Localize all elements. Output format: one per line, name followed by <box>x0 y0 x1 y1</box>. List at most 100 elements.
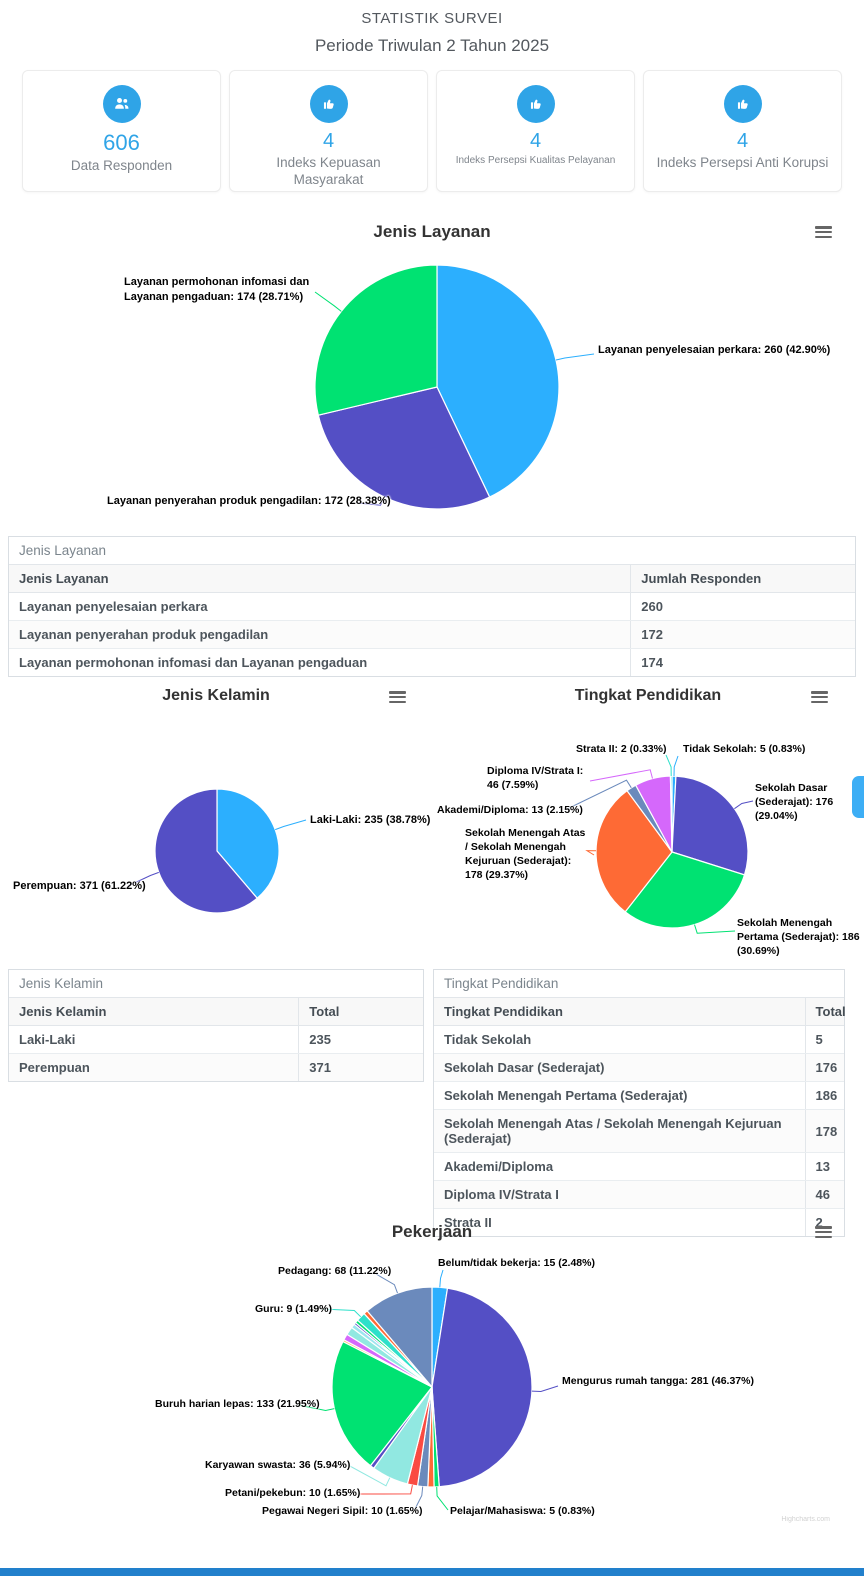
table-row: Perempuan 371 <box>9 1053 423 1081</box>
table-row: Layanan penyelesaian perkara 260 <box>9 592 855 621</box>
chart-context-menu-button[interactable] <box>389 691 406 704</box>
pie-label-connector <box>413 1486 424 1512</box>
pie-chart-jenis-layanan <box>314 264 595 510</box>
pie-slice[interactable] <box>366 1286 433 1389</box>
stat-card-indeks-persepsi-anti-korupsi: 4 Indeks Persepsi Anti Korupsi <box>643 70 842 192</box>
table-row: Layanan penyerahan produk pengadilan 172 <box>9 620 855 649</box>
stat-value: 4 <box>736 130 749 152</box>
table-row: Akademi/Diploma 13 <box>434 1152 844 1181</box>
stat-card-indeks-kepuasan-masyarakat: 4 Indeks Kepuasan Masyarakat <box>229 70 428 192</box>
pie-slice[interactable] <box>154 788 259 914</box>
pie-label-connector <box>589 769 653 782</box>
stat-cards: 606 Data Responden 4 Indeks Kepuasan Mas… <box>22 70 842 192</box>
pie-slice[interactable] <box>431 1287 533 1488</box>
table-jenis-layanan: Jenis Layanan Jenis Layanan Jumlah Respond… <box>8 536 856 677</box>
pie-label-connector <box>357 496 385 506</box>
pie-chart-jenis-kelamin <box>127 788 307 914</box>
chart-tingkat-pendidikan: Tingkat Pendidikan Tidak Sekolah: 5 (0.8… <box>432 679 864 969</box>
table-row: Tidak Sekolah 5 <box>434 1025 844 1054</box>
thumbs-up-icon <box>723 85 762 123</box>
pie-data-label: Karyawan swasta: 36 (5.94%) <box>205 1459 351 1471</box>
pie-label-connector <box>359 1485 413 1495</box>
column-header: Jenis Kelamin <box>9 998 299 1026</box>
pie-slice[interactable] <box>436 264 560 498</box>
pie-label-connector <box>564 779 632 811</box>
pie-slice[interactable] <box>317 386 491 510</box>
column-header: Total <box>298 998 423 1026</box>
table-title: Jenis Kelamin <box>9 970 423 998</box>
pie-label-connector <box>297 1404 335 1412</box>
table-row: Sekolah Menengah Atas / Sekolah Menengah… <box>434 1109 844 1153</box>
stat-value: 4 <box>322 130 335 152</box>
pie-label-connector <box>436 1486 449 1511</box>
row-value: 172 <box>630 620 855 649</box>
stat-label: Indeks Persepsi Anti Korupsi <box>656 155 829 170</box>
chart-context-menu-button[interactable] <box>815 226 832 239</box>
pie-slice[interactable] <box>669 775 673 853</box>
pie-slice[interactable] <box>595 789 673 913</box>
stat-card-data-responden: 606 Data Responden <box>22 70 221 192</box>
row-label: Sekolah Dasar (Sederajat) <box>434 1053 806 1082</box>
row-value: 5 <box>804 1025 844 1054</box>
pie-slice[interactable] <box>624 851 746 929</box>
chart-jenis-layanan: Jenis Layanan Layanan penyelesaian perka… <box>0 214 864 536</box>
stat-label: Indeks Kepuasan Masyarakat <box>276 155 381 187</box>
page-subtitle: Periode Triwulan 2 Tahun 2025 <box>314 36 550 55</box>
row-value: 371 <box>298 1053 423 1081</box>
chart-title: Pekerjaan <box>391 1222 473 1241</box>
row-label: Perempuan <box>19 1060 90 1075</box>
row-value: 13 <box>804 1152 844 1181</box>
pie-data-label: Layanan penyelesaian perkara: 260 (42.90… <box>598 344 831 356</box>
pie-data-label: Pegawai Negeri Sipil: 10 (1.65%) <box>262 1505 423 1517</box>
column-header: Total <box>804 998 846 1026</box>
row-value: 235 <box>298 1025 423 1054</box>
pie-label-connector <box>734 800 754 810</box>
pie-data-label: Sekolah Menengah Atas / Sekolah Menengah… <box>465 827 586 881</box>
column-header: Jenis Layanan <box>9 565 631 593</box>
thumbs-up-icon <box>309 85 348 123</box>
table-jenis-kelamin: Jenis Kelamin Jenis Kelamin Total Laki-Laki… <box>8 969 424 1082</box>
pie-label-connector <box>694 924 736 934</box>
pie-data-label: Sekolah Menengah Pertama (Sederajat): 18… <box>737 917 860 957</box>
users-icon <box>102 85 141 123</box>
side-drawer-handle[interactable] <box>852 776 864 818</box>
stat-value: 606 <box>103 130 140 155</box>
footer-bar <box>0 1568 864 1576</box>
chart-context-menu-button[interactable] <box>815 1226 832 1239</box>
pie-label-connector <box>439 1269 444 1288</box>
pie-slice[interactable] <box>216 788 280 900</box>
row-label: Sekolah Menengah Pertama (Sederajat) <box>434 1081 806 1110</box>
table-row: Layanan permohonan infomasi dan Layanan … <box>9 648 855 676</box>
row-value: 46 <box>804 1180 844 1209</box>
page-header: STATISTIK SURVEI Periode Triwulan 2 Tahu… <box>0 0 864 56</box>
chart-context-menu-button[interactable] <box>811 691 828 704</box>
row-label: Laki-Laki <box>9 1025 299 1054</box>
table-row: Strata II 2 <box>434 1208 844 1236</box>
pie-data-label: Sekolah Dasar (Sederajat): 176 (29.04%) <box>755 782 834 822</box>
chart-credits-link[interactable]: Highcharts.com <box>781 1516 830 1523</box>
pie-data-label: Tidak Sekolah: 5 (0.83%) <box>683 743 806 755</box>
pie-chart-tingkat-pendidikan <box>564 754 754 934</box>
row-value: 178 <box>804 1109 844 1153</box>
table-title: Tingkat Pendidikan <box>434 970 844 998</box>
pie-label-connector <box>531 1385 559 1393</box>
table-row: Sekolah Menengah Pertama (Sederajat) 186 <box>434 1081 844 1110</box>
pie-data-label: Layanan penyerahan produk pengadilan: 17… <box>107 495 391 507</box>
stat-value: 4 <box>529 130 542 152</box>
thumbs-up-icon <box>516 85 555 123</box>
stat-card-indeks-persepsi-kualitas-pelayanan: 4 Indeks Persepsi Kualitas Pelayanan <box>436 70 635 192</box>
pie-label-connector <box>665 754 672 777</box>
row-value: 176 <box>804 1053 844 1082</box>
chart-title: Jenis Layanan <box>373 222 491 241</box>
pie-slice[interactable] <box>331 1340 433 1467</box>
table-row: Diploma IV/Strata I 46 <box>434 1180 844 1209</box>
table-tingkat-pendidikan: Tingkat Pendidikan Tingkat Pendidikan Tota… <box>433 969 846 1237</box>
pie-data-label: Strata II: 2 (0.33%) <box>576 743 667 755</box>
pie-data-label: Layanan permohonan infomasi dan Layanan … <box>124 276 310 303</box>
pie-label-connector <box>673 755 679 777</box>
pie-data-label: Buruh harian lepas: 133 (21.95%) <box>155 1398 320 1410</box>
pie-data-label: Pedagang: 68 (11.22%) <box>278 1265 392 1277</box>
row-value: 186 <box>804 1081 844 1110</box>
row-label: Akademi/Diploma <box>434 1152 806 1181</box>
